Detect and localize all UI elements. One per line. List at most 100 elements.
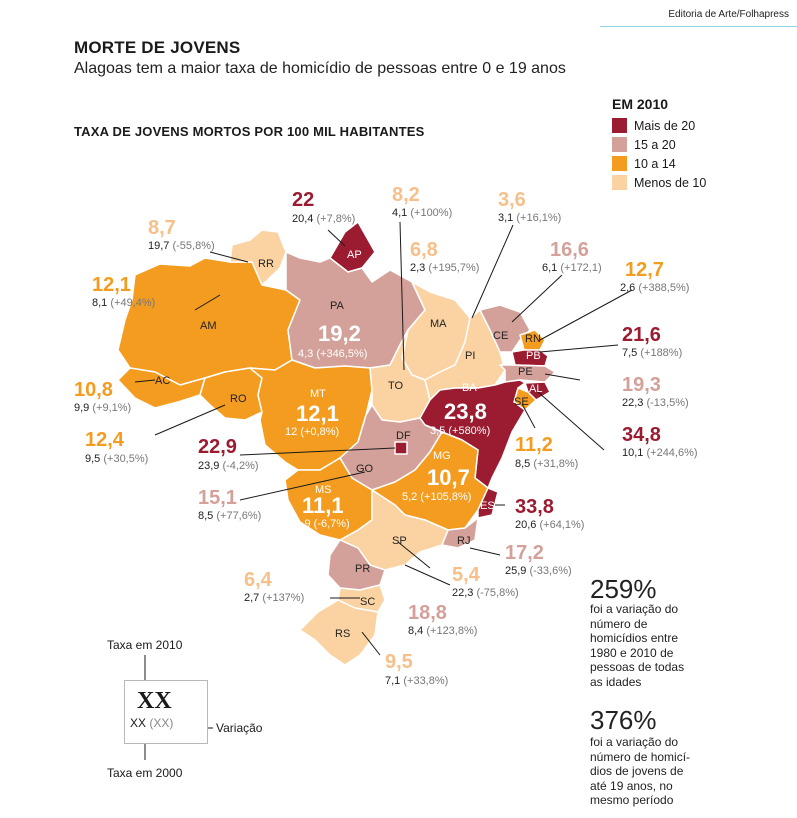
rate-2000-value: 25,9 bbox=[505, 565, 527, 577]
rate-2000-value: 11,9 bbox=[290, 518, 311, 530]
legend-swatch bbox=[612, 118, 627, 133]
legend-item-15-a-20: 15 a 20 bbox=[612, 137, 676, 155]
rate-2010: 23,8 bbox=[444, 399, 487, 424]
rate-2000: 6,1 (+172,1) bbox=[542, 262, 602, 274]
key-box bbox=[124, 680, 208, 744]
rate-2000: 2,7 (+137%) bbox=[244, 592, 304, 604]
variation: (+388,5%) bbox=[638, 282, 690, 294]
state-code-pe: PE bbox=[518, 366, 533, 378]
rate-2000: 2,6 (+388,5%) bbox=[620, 282, 689, 294]
legend-label: 15 a 20 bbox=[634, 138, 676, 152]
state-code-pr: PR bbox=[355, 563, 371, 575]
rate-2010: 9,5 bbox=[385, 651, 413, 673]
variation: (+64,1%) bbox=[539, 519, 585, 531]
rate-2010: 17,2 bbox=[505, 542, 544, 564]
variation: (+31,8%) bbox=[533, 458, 579, 470]
variation: (+580%) bbox=[448, 425, 491, 437]
variation: (+105,8%) bbox=[420, 491, 472, 503]
rate-2010: 10,7 bbox=[427, 465, 470, 490]
rate-2000: 19,7 (-55,8%) bbox=[148, 240, 215, 252]
rate-2010: 12,7 bbox=[625, 259, 664, 281]
rate-2000-value: 20,4 bbox=[292, 213, 314, 225]
page-subtitle: Alagoas tem a maior taxa de homicídio de… bbox=[74, 60, 566, 77]
rate-2010: 6,8 bbox=[410, 239, 438, 261]
rate-2010: 22 bbox=[292, 189, 315, 211]
state-code-am: AM bbox=[200, 320, 217, 332]
rate-2000: 7,1 (+33,8%) bbox=[385, 675, 448, 687]
state-code-rn: RN bbox=[525, 333, 541, 345]
state-df[interactable] bbox=[394, 441, 408, 455]
state-code-rs: RS bbox=[335, 628, 351, 640]
state-code-to: TO bbox=[388, 380, 404, 392]
state-rn[interactable] bbox=[519, 329, 546, 351]
rate-2010: 12,1 bbox=[296, 401, 339, 426]
legend-item-mais-de-20: Mais de 20 bbox=[612, 118, 695, 136]
stat-line: foi a variação do bbox=[590, 602, 679, 616]
rate-2000-value: 7,5 bbox=[622, 347, 638, 359]
state-es[interactable] bbox=[477, 487, 499, 519]
state-code-ms: MS bbox=[315, 484, 332, 496]
state-rr[interactable] bbox=[229, 229, 287, 286]
legend-item-menos-de-10: Menos de 10 bbox=[612, 175, 706, 193]
stat-line: mesmo período bbox=[590, 793, 674, 807]
state-code-pa: PA bbox=[330, 300, 344, 312]
rate-2010: 21,6 bbox=[622, 324, 661, 346]
rate-2000-value: 9,9 bbox=[74, 402, 90, 414]
variation: (+123,8%) bbox=[426, 625, 478, 637]
stat-value-all-ages: 259% bbox=[590, 574, 657, 604]
rate-2010: 6,4 bbox=[244, 569, 272, 591]
rate-2000: 8,5 (+31,8%) bbox=[515, 458, 578, 470]
key-label-variation: Variação bbox=[216, 721, 263, 735]
section-title: TAXA DE JOVENS MORTOS POR 100 MIL HABITA… bbox=[74, 124, 425, 139]
rate-2000: 8,4 (+123,8%) bbox=[408, 625, 477, 637]
rate-2000: 11,9 (-6,7%) bbox=[290, 518, 350, 530]
key-sub-value: XX (XX) bbox=[130, 716, 173, 730]
variation: (+49,4%) bbox=[110, 297, 156, 309]
stat-line: número de homicí- bbox=[590, 749, 691, 764]
rate-2000-value: 22,3 bbox=[622, 397, 644, 409]
variation: (+0,8%) bbox=[300, 426, 340, 438]
legend-label: Menos de 10 bbox=[634, 176, 707, 190]
state-code-mg: MG bbox=[433, 450, 451, 462]
variation: (+188%) bbox=[640, 347, 683, 359]
rate-2000: 12 (+0,8%) bbox=[285, 426, 339, 438]
state-code-mt: MT bbox=[310, 388, 326, 400]
state-code-se: SE bbox=[514, 396, 529, 408]
rate-2010: 19,3 bbox=[622, 374, 661, 396]
top-rule bbox=[600, 26, 797, 27]
stat-line: dios de jovens de bbox=[590, 764, 684, 778]
rate-2000-value: 3,5 bbox=[430, 425, 446, 437]
rate-2000: 9,5 (+30,5%) bbox=[85, 453, 148, 465]
rate-2000-value: 4,1 bbox=[392, 207, 408, 219]
stat-line: homicídios entre bbox=[590, 631, 679, 645]
variation: (+195,7%) bbox=[428, 262, 480, 274]
state-code-pb: PB bbox=[526, 350, 541, 362]
rate-2000: 3,1 (+16,1%) bbox=[498, 212, 561, 224]
rate-2010: 10,8 bbox=[74, 379, 113, 401]
stat-line: número de bbox=[590, 616, 648, 631]
rate-2010: 12,4 bbox=[85, 429, 124, 451]
variation: (+172,1) bbox=[560, 262, 602, 274]
rate-2000: 5,2 (+105,8%) bbox=[402, 491, 471, 503]
variation: (-33,6%) bbox=[529, 565, 572, 577]
rate-2000: 22,3 (-75,8%) bbox=[452, 587, 519, 599]
stat-text-all-ages: foi a variação do número de homicídios e… bbox=[590, 602, 700, 689]
stat-line: 1980 e 2010 de bbox=[590, 645, 674, 660]
state-code-al: AL bbox=[529, 383, 543, 395]
rate-2000-value: 12 bbox=[285, 426, 298, 438]
legend-label: Mais de 20 bbox=[634, 119, 696, 133]
variation: (+100%) bbox=[410, 207, 453, 219]
state-rs[interactable] bbox=[299, 599, 379, 666]
legend-label: 10 a 14 bbox=[634, 157, 676, 171]
rate-2000: 22,3 (-13,5%) bbox=[622, 397, 689, 409]
rate-2000-value: 9,5 bbox=[85, 453, 101, 465]
state-ac[interactable] bbox=[117, 367, 206, 409]
key-sub-variation: (XX) bbox=[149, 716, 174, 730]
rate-2000-value: 2,6 bbox=[620, 282, 636, 294]
page-title: MORTE DE JOVENS bbox=[74, 38, 241, 57]
state-code-sp: SP bbox=[392, 535, 407, 547]
rate-2000-value: 8,5 bbox=[515, 458, 531, 470]
rate-2000-value: 4,3 bbox=[298, 348, 314, 360]
rate-2000: 23,9 (-4,2%) bbox=[198, 460, 259, 472]
